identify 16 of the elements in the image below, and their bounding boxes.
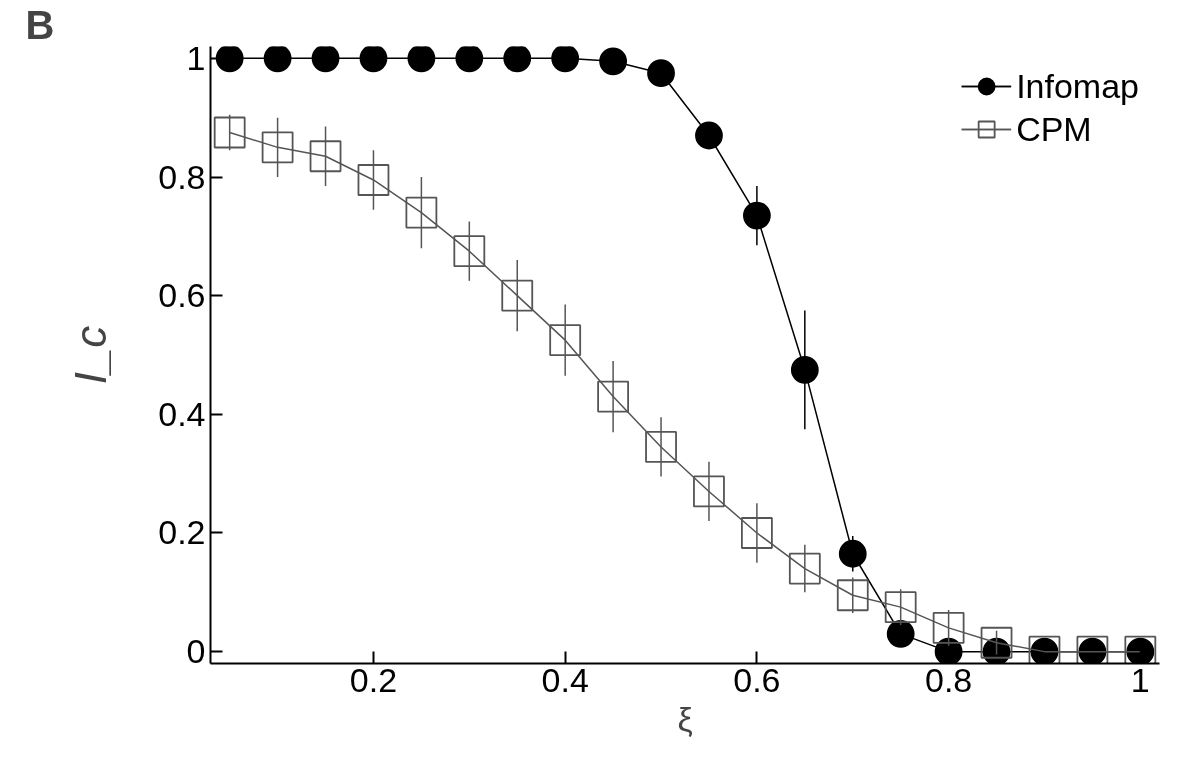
y-tick-label: 0.6: [158, 276, 206, 315]
legend-label: CPM: [1016, 109, 1092, 149]
x-tick-label: 0.2: [349, 660, 398, 699]
x-axis-title: ξ: [677, 699, 693, 738]
y-tick-label: 0.8: [158, 157, 206, 196]
y-tick-label: 1: [186, 38, 206, 77]
x-tick-label: 0.6: [733, 660, 781, 699]
y-axis-title: I_c: [66, 325, 116, 385]
x-tick-label: 0.4: [541, 660, 589, 699]
x-tick-label: 1: [1130, 660, 1150, 699]
legend-label: Infomap: [1016, 66, 1139, 106]
x-tick-label: 0.8: [924, 660, 973, 699]
y-tick-label: 0.2: [158, 513, 206, 552]
text: B: [25, 2, 55, 47]
y-tick-label: 0: [186, 632, 206, 671]
y-tick-label: 0.4: [158, 394, 206, 433]
